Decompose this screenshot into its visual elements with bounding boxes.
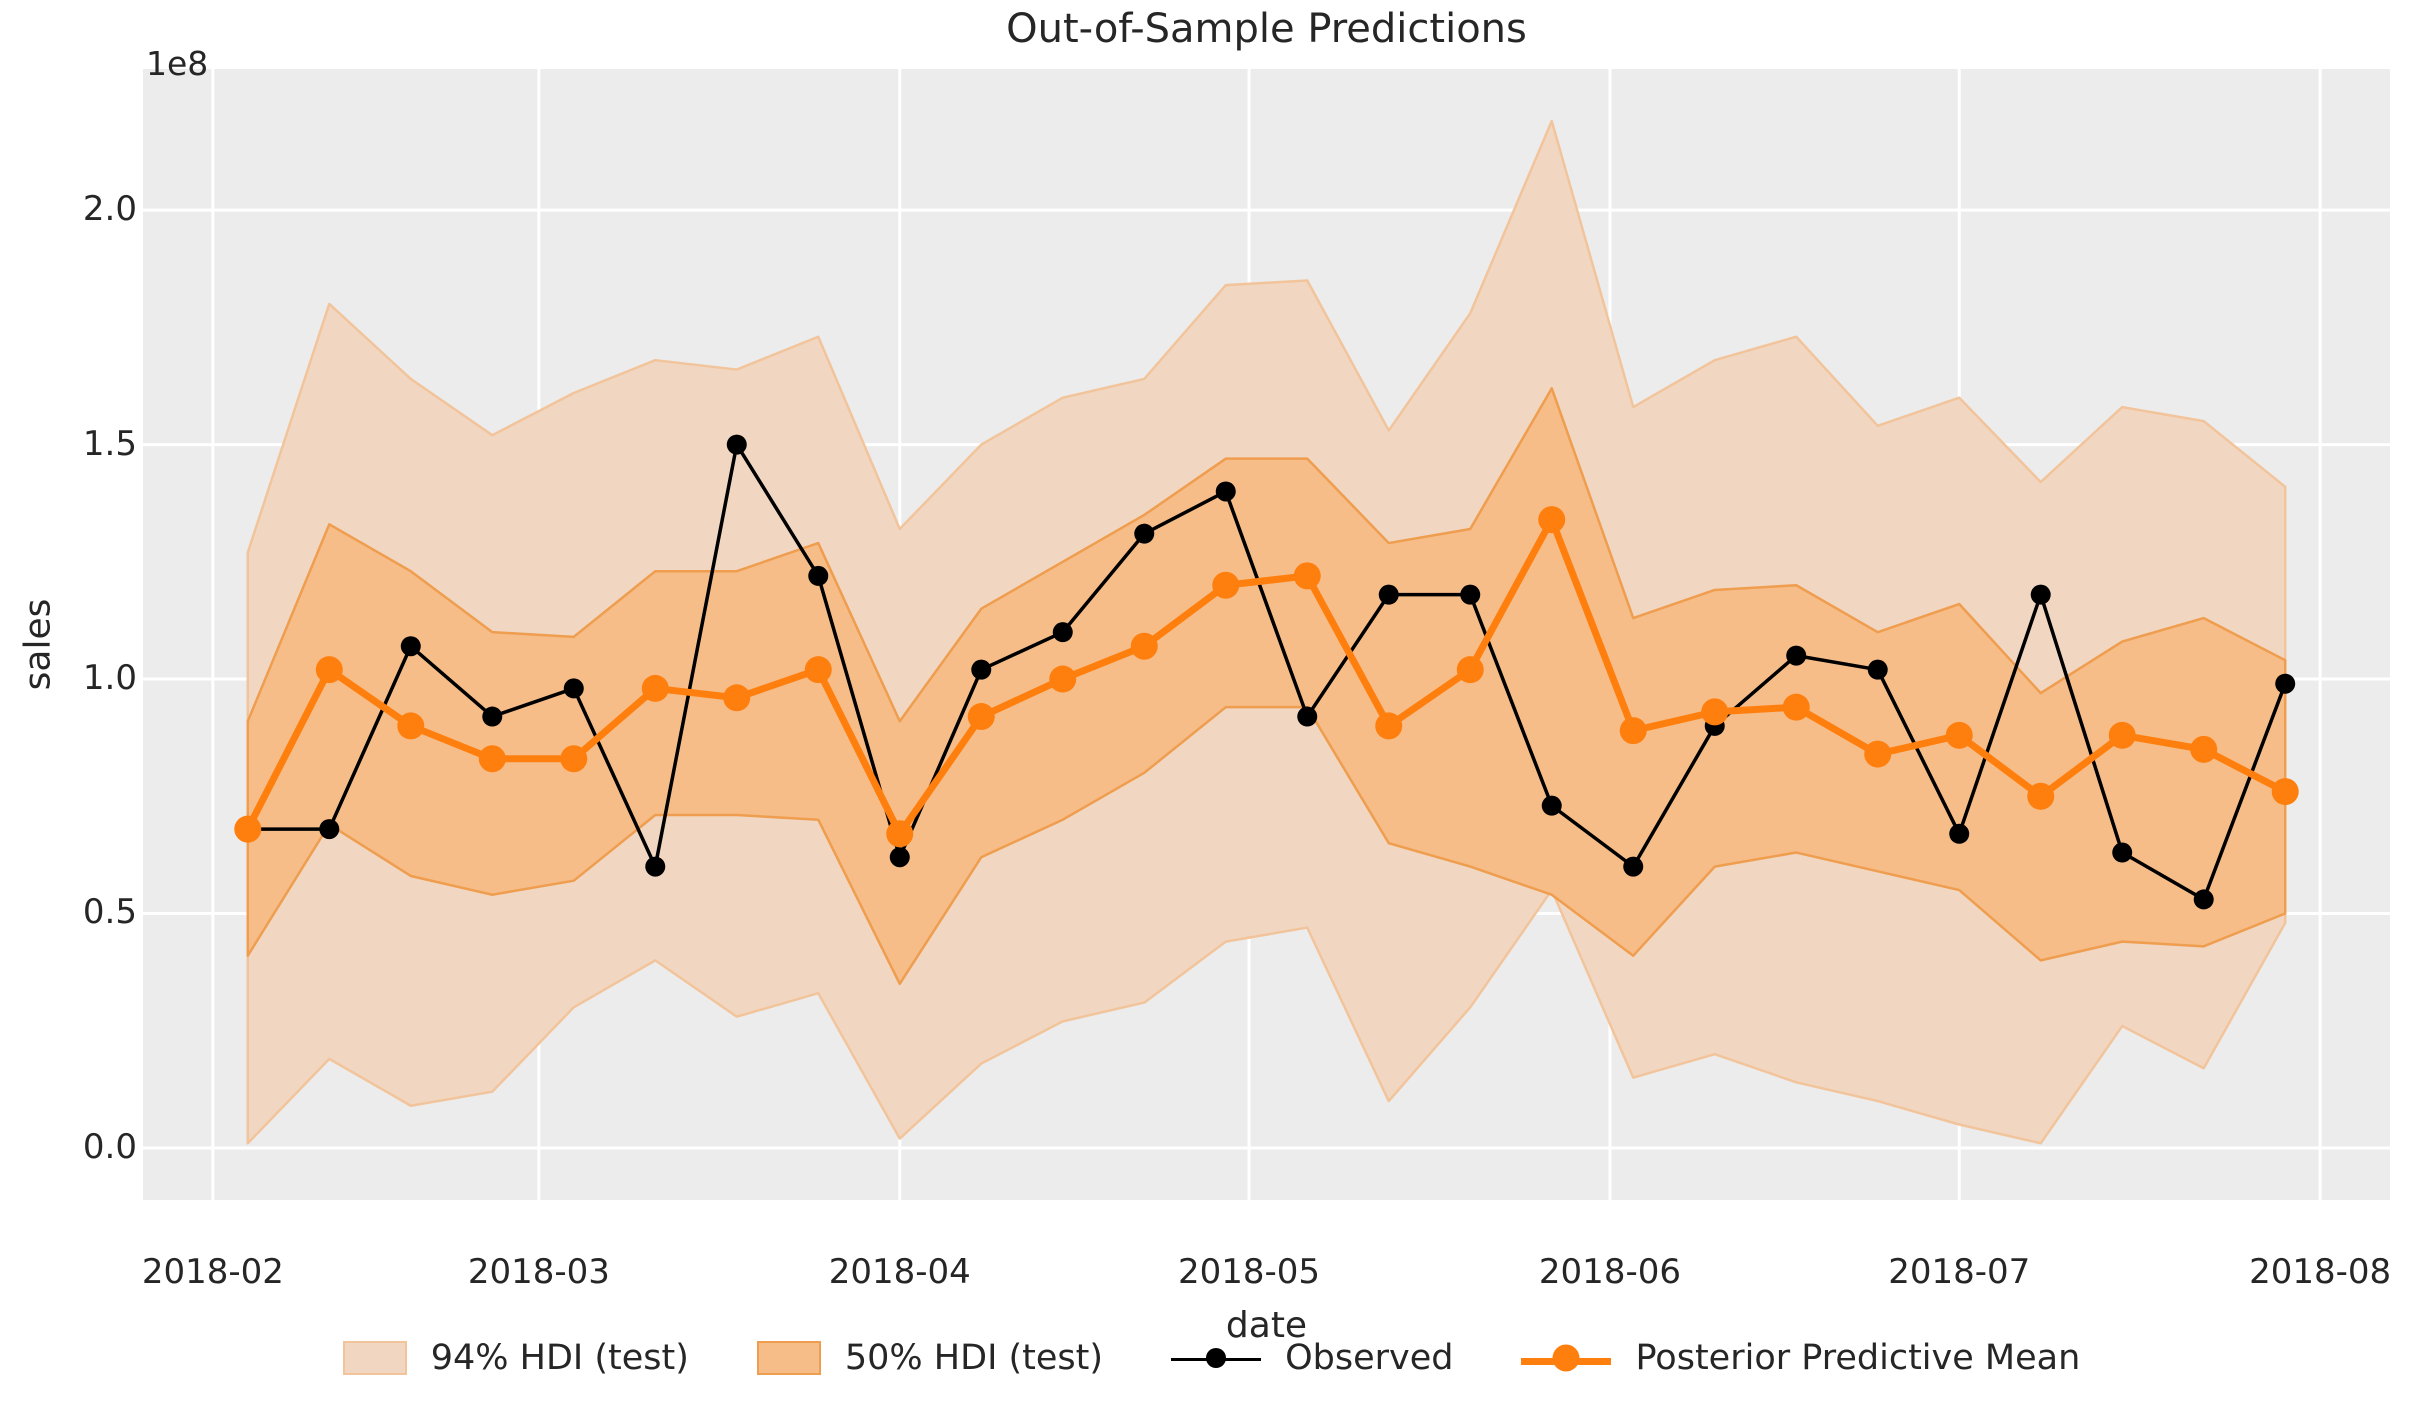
mean-point — [560, 745, 588, 773]
mean-point — [315, 656, 343, 684]
x-tick-label: 2018-04 — [828, 1252, 971, 1292]
mean-point — [641, 674, 669, 702]
legend: 94% HDI (test) 50% HDI (test) Observed P… — [0, 1338, 2423, 1378]
observed-point — [1623, 856, 1644, 877]
mean-point — [2271, 778, 2299, 806]
observed-point — [1215, 481, 1236, 502]
mean-point — [1130, 632, 1158, 660]
mean-point — [1375, 712, 1403, 740]
x-tick-label: 2018-07 — [1888, 1252, 2031, 1292]
observed-point — [1460, 584, 1481, 605]
observed-point — [889, 847, 910, 868]
observed-point — [726, 434, 747, 455]
observed-point — [1786, 645, 1807, 666]
mean-point — [234, 815, 262, 843]
mean-point — [1619, 717, 1647, 745]
y-tick-label: 1.0 — [82, 658, 137, 699]
mean-point — [1864, 740, 1892, 768]
mean-point — [1293, 562, 1321, 590]
observed-point — [1052, 622, 1073, 643]
observed-point — [2030, 584, 2051, 605]
observed-line-icon — [1171, 1341, 1262, 1375]
mean-point — [1456, 656, 1484, 684]
x-tick-label: 2018-08 — [2249, 1252, 2392, 1292]
x-tick-label: 2018-05 — [1178, 1252, 1321, 1292]
observed-point — [563, 678, 584, 699]
observed-point — [1297, 706, 1318, 727]
mean-line — [244, 516, 2287, 838]
y-tick-label: 0.0 — [82, 1126, 137, 1167]
observed-line — [247, 442, 2287, 902]
hdi94-swatch-icon — [342, 1341, 407, 1375]
hdi50-swatch-icon — [756, 1341, 821, 1375]
mean-point — [1212, 571, 1240, 599]
mean-point — [2027, 782, 2055, 810]
observed-point — [482, 706, 503, 727]
observed-point — [1949, 823, 1970, 844]
observed-point — [808, 565, 829, 586]
y-tick-label: 1.5 — [82, 423, 137, 464]
y-tick-label: 2.0 — [82, 189, 137, 230]
observed-point — [2112, 842, 2133, 863]
observed-point — [400, 636, 421, 657]
observed-point — [1134, 523, 1155, 544]
x-axis-label: date — [1225, 1305, 1308, 1346]
mean-point — [397, 712, 425, 740]
x-tick-label: 2018-06 — [1538, 1252, 1681, 1292]
mean-point — [1782, 693, 1810, 721]
hdi50-band — [246, 387, 2287, 986]
legend-item-hdi94: 94% HDI (test) — [342, 1338, 689, 1378]
observed-point — [1867, 659, 1888, 680]
mean-line-icon — [1521, 1341, 1612, 1375]
observed-point — [1541, 795, 1562, 816]
observed-point — [2193, 889, 2214, 910]
mean-point — [804, 656, 832, 684]
mean-point — [1945, 721, 1973, 749]
y-axis-label: sales — [17, 598, 59, 691]
observed-point — [971, 659, 992, 680]
y-axis-offset-label: 1e8 — [146, 44, 209, 83]
observed-point — [2275, 673, 2296, 694]
mean-point — [1049, 665, 1077, 693]
mean-point — [1701, 698, 1729, 726]
mean-point — [2190, 735, 2218, 763]
observed-point — [1378, 584, 1399, 605]
legend-item-mean: Posterior Predictive Mean — [1521, 1338, 2080, 1378]
x-tick-label: 2018-03 — [467, 1252, 610, 1292]
legend-label-mean: Posterior Predictive Mean — [1635, 1338, 2081, 1378]
mean-point — [967, 703, 995, 731]
mean-point — [2108, 721, 2136, 749]
mean-point — [886, 820, 914, 848]
observed-point — [319, 819, 340, 840]
legend-item-hdi50: 50% HDI (test) — [756, 1338, 1104, 1378]
mean-point — [723, 684, 751, 712]
chart-title: Out-of-Sample Predictions — [1006, 6, 1527, 52]
mean-point — [1538, 506, 1566, 534]
y-tick-label: 0.5 — [82, 892, 137, 933]
legend-item-observed: Observed — [1171, 1338, 1453, 1378]
legend-label-hdi94: 94% HDI (test) — [430, 1338, 689, 1378]
legend-label-hdi50: 50% HDI (test) — [844, 1338, 1104, 1378]
legend-label-observed: Observed — [1285, 1338, 1454, 1378]
x-tick-label: 2018-02 — [141, 1252, 284, 1292]
mean-point — [478, 745, 506, 773]
observed-point — [645, 856, 666, 877]
